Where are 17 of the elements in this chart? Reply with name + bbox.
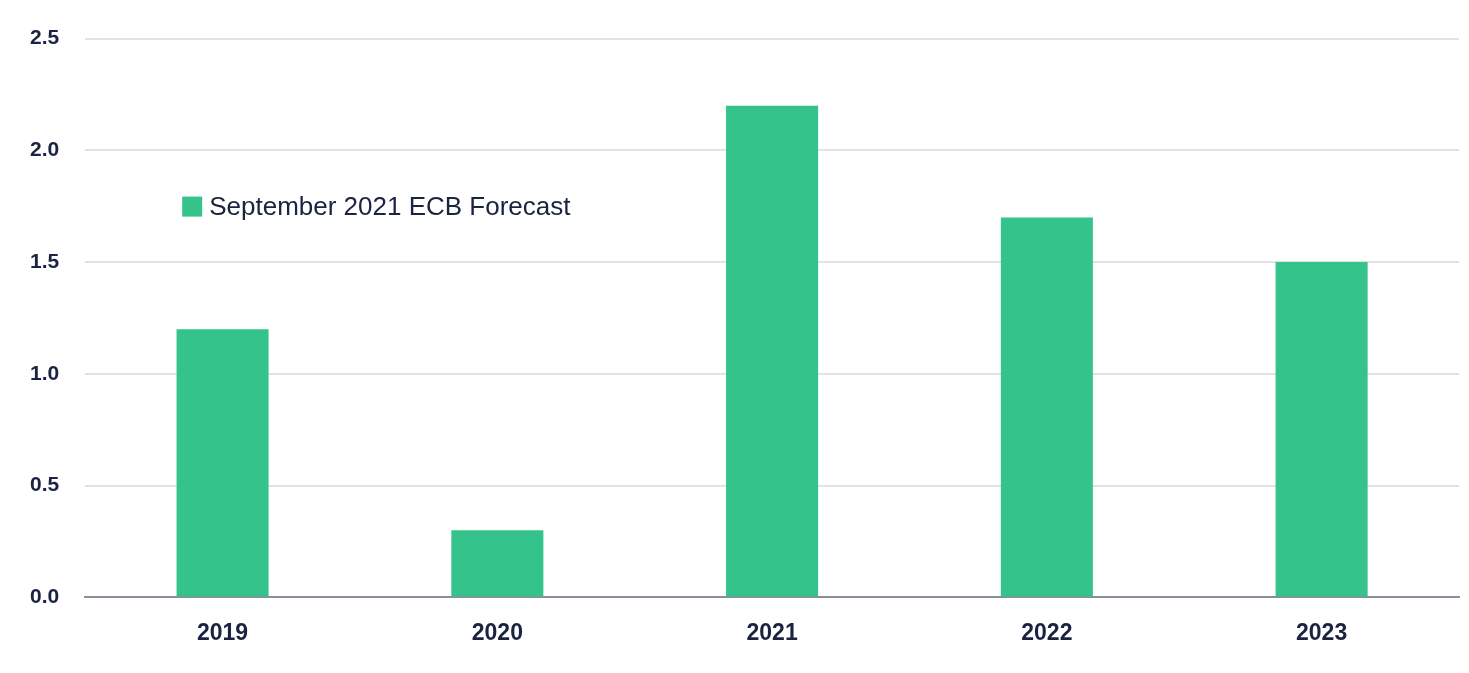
legend-label: September 2021 ECB Forecast xyxy=(209,190,572,221)
x-tick-label: 2019 xyxy=(196,618,249,645)
x-tick-label: 2021 xyxy=(746,618,798,645)
x-tick-label: 2020 xyxy=(471,618,523,645)
y-tick-label: 1.5 xyxy=(29,248,60,272)
y-tick-label: 0.5 xyxy=(29,472,60,496)
y-tick-label: 2.0 xyxy=(29,137,60,161)
bar xyxy=(1275,262,1368,597)
x-tick-label: 2022 xyxy=(1021,618,1073,645)
x-tick-label: 2023 xyxy=(1296,618,1348,645)
y-tick-label: 1.0 xyxy=(29,360,60,384)
bar xyxy=(451,530,544,597)
bar xyxy=(1000,217,1093,597)
bar xyxy=(176,329,269,597)
y-tick-label: 0.0 xyxy=(29,584,60,608)
bar xyxy=(726,105,819,597)
y-tick-label: 2.5 xyxy=(29,25,60,49)
